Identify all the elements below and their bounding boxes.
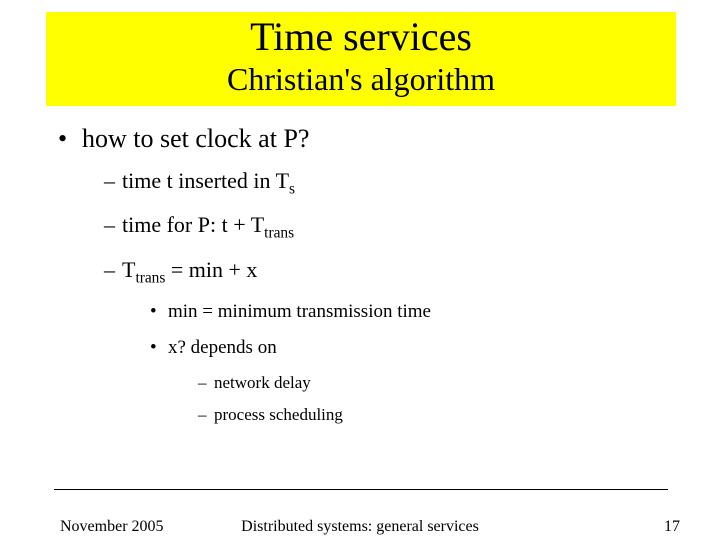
text: T <box>122 257 135 282</box>
text: time t inserted in T <box>122 168 289 193</box>
bullet-lvl1: how to set clock at P? <box>58 124 678 154</box>
subscript: trans <box>264 225 294 242</box>
bullet-lvl2: time for P: t + Ttrans <box>104 212 678 242</box>
body: how to set clock at P? time t inserted i… <box>58 118 678 437</box>
bullet-lvl3: x? depends on <box>150 337 678 359</box>
bullet-lvl4: process scheduling <box>198 405 678 425</box>
bullet-lvl3: min = minimum transmission time <box>150 301 678 323</box>
footer-rule <box>54 489 668 490</box>
bullet-lvl4: network delay <box>198 373 678 393</box>
subscript: s <box>289 180 295 197</box>
bullet-lvl2: Ttrans = min + x <box>104 257 678 287</box>
footer-page: 17 <box>664 518 680 536</box>
footer-title: Distributed systems: general services <box>0 518 720 536</box>
bullet-lvl2: time t inserted in Ts <box>104 168 678 198</box>
title-sub: Christian's algorithm <box>46 60 676 98</box>
title-main: Time services <box>46 12 676 60</box>
slide: Time services Christian's algorithm how … <box>0 0 720 540</box>
title-box: Time services Christian's algorithm <box>46 12 676 106</box>
subscript: trans <box>135 269 165 286</box>
text: = min + x <box>165 257 257 282</box>
text: time for P: t + T <box>122 212 264 237</box>
